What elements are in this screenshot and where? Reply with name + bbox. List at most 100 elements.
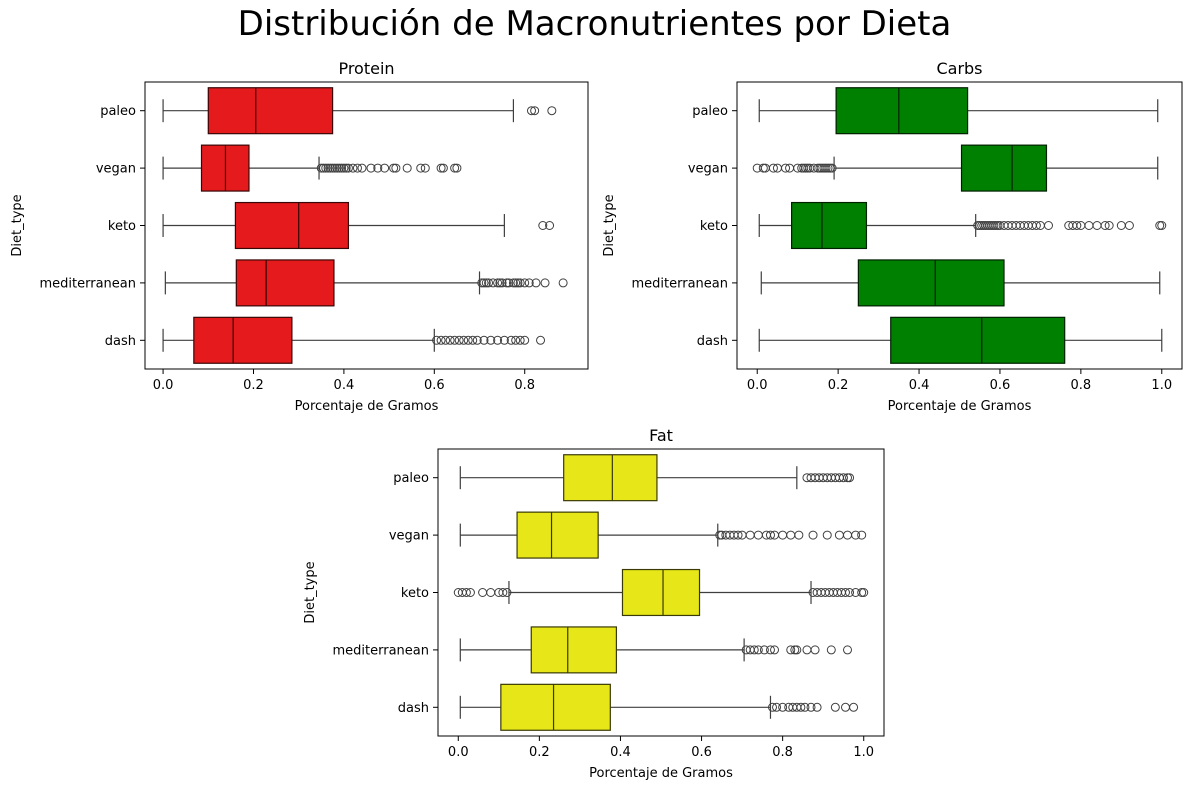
outlier-point bbox=[515, 278, 525, 288]
y-tick-label: keto bbox=[700, 219, 728, 234]
x-tick-label: 0.6 bbox=[691, 745, 712, 760]
fat-box-keto bbox=[453, 568, 869, 617]
outlier-point bbox=[461, 588, 471, 597]
y-tick-label: mediterranean bbox=[40, 276, 137, 291]
outlier-point bbox=[357, 163, 367, 173]
y-tick-label: vegan bbox=[96, 162, 136, 177]
outlier-point bbox=[450, 163, 460, 173]
outlier-point bbox=[348, 163, 358, 173]
outlier-point bbox=[759, 645, 769, 655]
outlier-point bbox=[753, 645, 763, 655]
outlier-point bbox=[515, 335, 525, 345]
outlier-point bbox=[1044, 221, 1053, 230]
outlier-point bbox=[495, 278, 505, 288]
iqr-box bbox=[890, 316, 1066, 364]
x-tick-label: 0.8 bbox=[1071, 378, 1092, 393]
carbs-box-paleo bbox=[758, 87, 1159, 135]
outlier-point bbox=[810, 645, 820, 655]
outlier-point bbox=[822, 530, 832, 540]
outlier-point bbox=[1124, 221, 1134, 230]
x-tick-label: 0.2 bbox=[828, 378, 849, 393]
y-tick-label: dash bbox=[398, 701, 429, 716]
outlier-point bbox=[812, 702, 822, 712]
outlier-point bbox=[545, 221, 555, 230]
carbs-title: Carbs bbox=[936, 59, 982, 78]
y-tick-label: paleo bbox=[393, 471, 429, 486]
iqr-box bbox=[516, 511, 599, 559]
outlier-point bbox=[840, 588, 850, 597]
protein-box-mediterranean bbox=[164, 259, 568, 307]
outlier-point bbox=[830, 702, 840, 712]
outlier-point bbox=[843, 530, 853, 540]
outlier-point bbox=[1116, 221, 1126, 230]
outlier-point bbox=[380, 163, 390, 173]
x-tick-label: 0.8 bbox=[514, 378, 535, 393]
outlier-point bbox=[800, 702, 810, 712]
protein-box-keto bbox=[162, 201, 555, 250]
x-tick-label: 0.0 bbox=[448, 745, 469, 760]
y-tick-label: vegan bbox=[389, 529, 429, 544]
outlier-point bbox=[745, 530, 755, 540]
outlier-point bbox=[536, 335, 546, 345]
outlier-point bbox=[502, 278, 512, 288]
x-tick-label: 1.0 bbox=[853, 745, 874, 760]
outlier-point bbox=[786, 530, 796, 540]
outlier-point bbox=[520, 278, 530, 288]
outlier-point bbox=[547, 106, 557, 116]
outlier-point bbox=[486, 335, 496, 345]
outlier-point bbox=[840, 702, 850, 712]
outlier-point bbox=[531, 278, 541, 288]
fat-x-axis-label: Porcentaje de Gramos bbox=[589, 766, 733, 781]
outlier-point bbox=[524, 278, 534, 288]
outlier-point bbox=[366, 163, 376, 173]
outlier-point bbox=[808, 530, 818, 540]
outlier-point bbox=[337, 163, 347, 173]
outlier-point bbox=[436, 335, 446, 345]
outlier-point bbox=[502, 588, 512, 597]
outlier-point bbox=[806, 702, 816, 712]
outlier-point bbox=[488, 278, 498, 288]
outlier-point bbox=[511, 278, 521, 288]
outlier-point bbox=[792, 645, 802, 655]
outlier-point bbox=[1092, 221, 1102, 230]
outlier-point bbox=[432, 335, 442, 345]
outlier-point bbox=[760, 163, 770, 173]
y-tick-label: vegan bbox=[688, 162, 728, 177]
x-tick-label: 0.4 bbox=[334, 378, 355, 393]
x-tick-label: 0.2 bbox=[529, 745, 550, 760]
outlier-point bbox=[352, 163, 362, 173]
outlier-point bbox=[441, 335, 451, 345]
outlier-point bbox=[493, 335, 503, 345]
outlier-point bbox=[420, 163, 430, 173]
outlier-point bbox=[330, 163, 340, 173]
iqr-box bbox=[235, 259, 335, 307]
outlier-point bbox=[753, 530, 763, 540]
outlier-point bbox=[786, 645, 796, 655]
figure-title: Distribución de Macronutrientes por Diet… bbox=[237, 4, 952, 44]
outlier-point bbox=[530, 106, 540, 116]
outlier-point bbox=[827, 163, 837, 173]
fat-title: Fat bbox=[649, 426, 673, 445]
outlier-point bbox=[459, 335, 469, 345]
protein-panel: Protein paleo vegan keto mediterranean dash 0.… bbox=[10, 59, 589, 414]
outlier-point bbox=[834, 530, 844, 540]
y-tick-label: keto bbox=[401, 586, 429, 601]
outlier-point bbox=[450, 335, 460, 345]
outlier-point bbox=[445, 335, 455, 345]
outlier-point bbox=[486, 588, 496, 597]
fat-y-axis-label: Diet_type bbox=[303, 561, 318, 623]
outlier-point bbox=[857, 530, 867, 540]
outlier-point bbox=[513, 278, 523, 288]
outlier-point bbox=[477, 278, 487, 288]
outlier-point bbox=[373, 163, 383, 173]
outlier-point bbox=[1157, 221, 1167, 230]
carbs-y-axis-label: Diet_type bbox=[602, 194, 617, 256]
protein-box-dash bbox=[162, 316, 546, 364]
y-tick-label: dash bbox=[105, 334, 136, 349]
carbs-box-vegan bbox=[752, 144, 1159, 192]
outlier-point bbox=[506, 335, 516, 345]
outlier-point bbox=[802, 645, 812, 655]
protein-title: Protein bbox=[338, 59, 394, 78]
outlier-point bbox=[332, 163, 342, 173]
protein-box-vegan bbox=[162, 144, 462, 192]
